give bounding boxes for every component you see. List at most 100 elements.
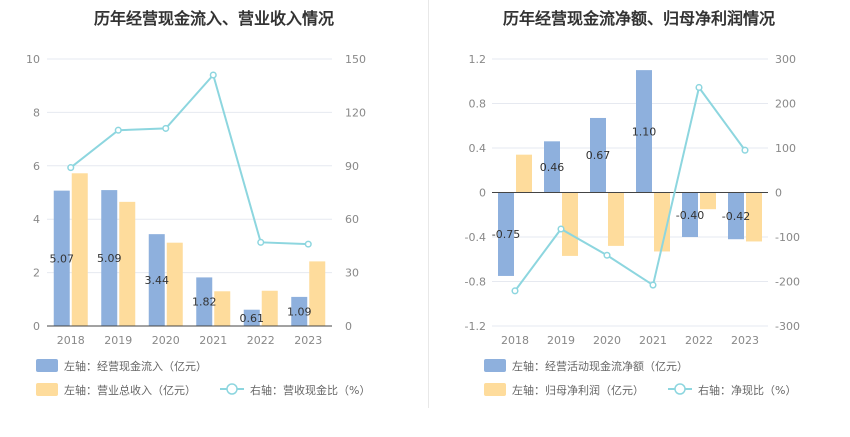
chart1-right-tick-label: 120 xyxy=(345,106,366,119)
chart2-data-label: -0.40 xyxy=(676,209,704,222)
chart1-x-tick-label: 2021 xyxy=(199,334,227,347)
chart1-bar xyxy=(214,291,231,326)
right-chart-title: 历年经营现金流净额、归母净利润情况 xyxy=(502,9,775,28)
chart1-left-tick-label: 4 xyxy=(33,213,40,226)
chart2-x-tick-label: 2023 xyxy=(731,334,759,347)
chart2-x-tick-label: 2021 xyxy=(639,334,667,347)
chart1-line-point xyxy=(209,71,217,79)
chart2-left-tick-label: 0 xyxy=(479,187,486,200)
chart2-bar xyxy=(728,192,744,240)
chart2-line-point xyxy=(511,287,519,295)
panel-divider xyxy=(428,0,429,408)
chart2-legend-swatch xyxy=(484,359,506,372)
chart1-bar xyxy=(101,190,118,326)
chart1-data-label: 5.09 xyxy=(97,252,122,265)
chart2-right-tick-label: 300 xyxy=(775,53,796,66)
chart1-left-tick-label: 8 xyxy=(33,106,40,119)
chart1-x-tick-label: 2018 xyxy=(57,334,85,347)
chart2-bar xyxy=(682,192,698,237)
chart2-legend-label: 右轴：净现比（%） xyxy=(698,383,796,397)
chart2-legend-marker xyxy=(674,383,686,395)
chart2-line-point xyxy=(695,83,703,92)
left-chart-title: 历年经营现金流入、营业收入情况 xyxy=(93,9,334,28)
chart1-right-tick-label: 90 xyxy=(345,160,359,173)
chart2-bar xyxy=(516,154,532,193)
chart1-x-tick-label: 2022 xyxy=(247,334,275,347)
chart2-bar xyxy=(562,192,578,256)
chart2-bar xyxy=(700,192,716,210)
chart1-bar xyxy=(119,201,136,326)
chart2-bar xyxy=(636,70,652,193)
chart1-bar xyxy=(291,296,308,326)
chart1-line-series xyxy=(70,72,309,246)
chart2-data-label: 0.46 xyxy=(540,161,565,174)
chart1-left-tick-label: 6 xyxy=(33,160,40,173)
chart2-line-series xyxy=(514,85,746,292)
chart1-legend-label: 右轴：营收现金比（%） xyxy=(250,383,370,397)
chart1-bar xyxy=(71,173,88,326)
chart2-bar xyxy=(498,192,514,276)
chart2-x-tick-label: 2020 xyxy=(593,334,621,347)
chart2-right-tick-label: -200 xyxy=(775,276,800,289)
chart1-left-tick-label: 10 xyxy=(26,53,40,66)
chart1-bar xyxy=(166,242,183,326)
chart2-data-label: -0.75 xyxy=(492,228,520,241)
chart2-right-tick-label: 200 xyxy=(775,98,796,111)
chart1-legend-swatch xyxy=(36,359,58,372)
chart1-x-tick-label: 2023 xyxy=(294,334,322,347)
chart1-bar xyxy=(261,290,278,326)
chart2-left-tick-label: -0.8 xyxy=(465,276,486,289)
chart1-legend-label: 左轴：经营现金流入（亿元） xyxy=(64,359,207,373)
chart2-left-tick-label: 0.4 xyxy=(469,142,487,155)
chart2-bar xyxy=(654,192,670,252)
chart1-data-label: 1.09 xyxy=(287,305,312,318)
chart1-line-point xyxy=(67,164,75,172)
chart1-bar xyxy=(309,261,326,326)
chart2-line-point xyxy=(603,251,611,259)
chart1-x-tick-label: 2020 xyxy=(152,334,180,347)
chart2-bar xyxy=(608,192,624,246)
chart2-data-label: 0.67 xyxy=(586,149,611,162)
chart2-line-point xyxy=(741,146,749,154)
chart1-line-point xyxy=(304,240,312,248)
chart2-right-tick-label: -100 xyxy=(775,231,800,244)
chart1-right-tick-label: 150 xyxy=(345,53,366,66)
chart2-bar xyxy=(746,192,762,242)
chart1-data-label: 5.07 xyxy=(50,252,75,265)
chart1-left-tick-label: 0 xyxy=(33,320,40,333)
chart1-right-tick-label: 30 xyxy=(345,267,359,280)
chart1-line-point xyxy=(114,126,122,134)
chart1-legend-swatch xyxy=(36,383,58,396)
chart2-left-tick-label: 1.2 xyxy=(469,53,487,66)
chart1-data-label: 3.44 xyxy=(145,274,170,287)
chart2-line-point xyxy=(649,281,657,289)
chart1-bar xyxy=(148,234,165,326)
chart2-legend-label: 左轴：经营活动现金流净额（亿元） xyxy=(512,359,688,373)
chart1-bar xyxy=(53,190,70,326)
chart1-data-label: 0.61 xyxy=(240,312,265,325)
chart2-bar xyxy=(544,141,560,193)
chart2-line-point xyxy=(557,225,565,233)
chart2-right-tick-label: 0 xyxy=(775,187,782,200)
chart1-line-point xyxy=(162,124,170,132)
chart2-legend-swatch xyxy=(484,383,506,396)
chart2-data-label: -0.42 xyxy=(722,210,750,223)
chart1-x-tick-label: 2019 xyxy=(104,334,132,347)
chart1-line-point xyxy=(257,238,265,246)
chart1-right-tick-label: 60 xyxy=(345,213,359,226)
chart1-legend-marker xyxy=(226,383,238,395)
chart2-x-tick-label: 2022 xyxy=(685,334,713,347)
chart1-bar xyxy=(243,309,260,326)
chart2-bar xyxy=(590,117,606,193)
chart1-left-tick-label: 2 xyxy=(33,267,40,280)
chart1-data-label: 1.82 xyxy=(192,296,217,309)
chart2-x-tick-label: 2018 xyxy=(501,334,529,347)
chart2-left-tick-label: 0.8 xyxy=(469,98,487,111)
chart1-legend-label: 左轴：营业总收入（亿元） xyxy=(64,383,196,397)
chart2-left-tick-label: -1.2 xyxy=(465,320,486,333)
chart2-left-tick-label: -0.4 xyxy=(465,231,486,244)
chart1-bar xyxy=(196,277,213,326)
chart2-x-tick-label: 2019 xyxy=(547,334,575,347)
